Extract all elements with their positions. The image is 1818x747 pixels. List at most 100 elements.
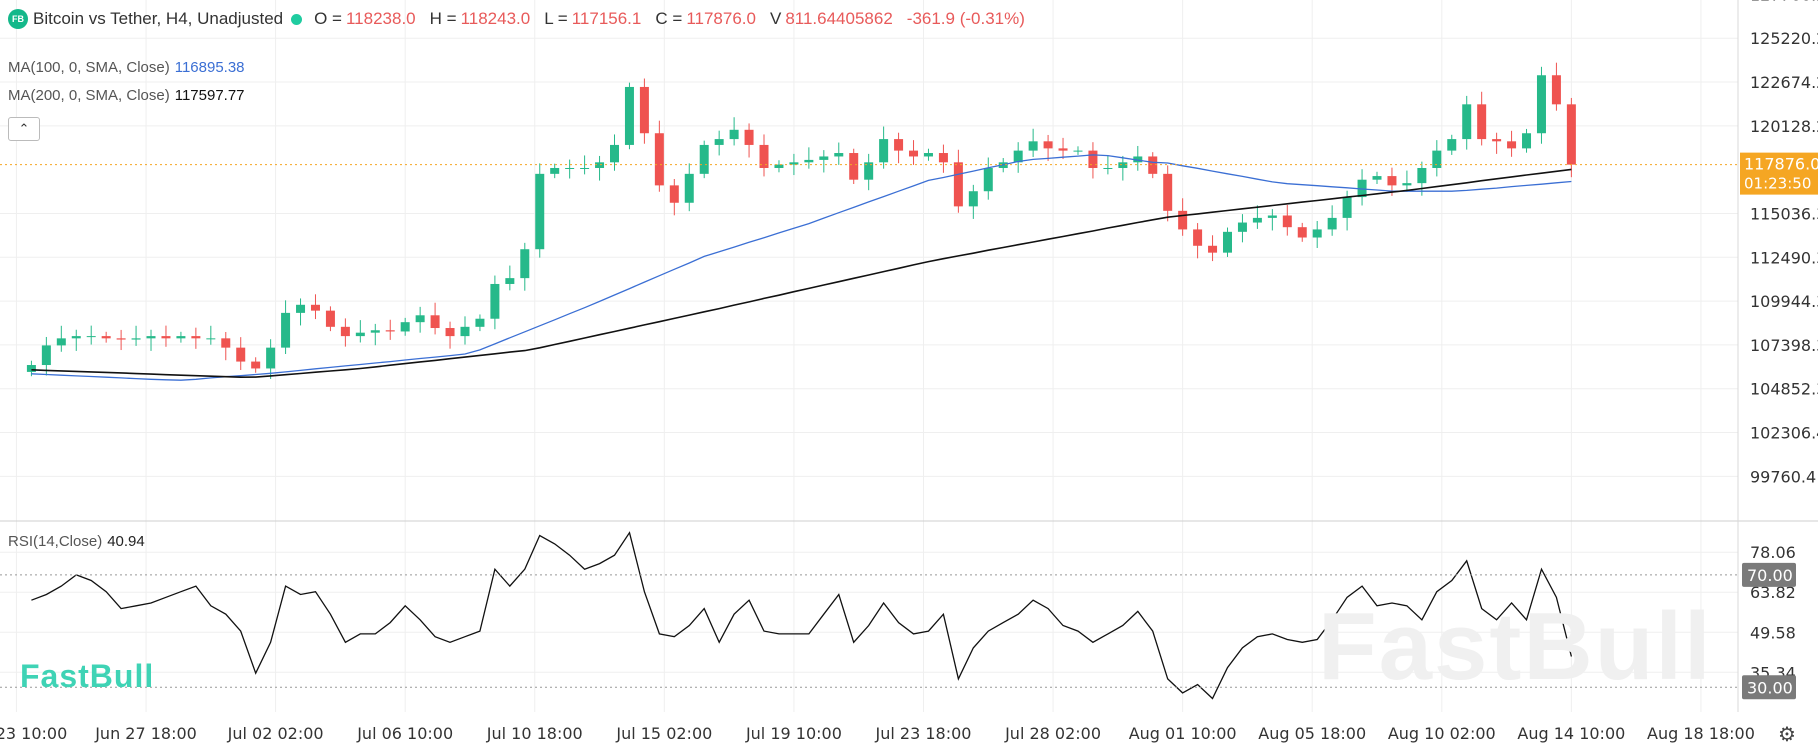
ma100-legend[interactable]: MA(100, 0, SMA, Close) 116895.38 — [8, 59, 245, 76]
candle-body — [86, 336, 96, 338]
candle-body — [475, 318, 485, 327]
gear-icon[interactable]: ⚙ — [1778, 724, 1796, 746]
rsi-level-badge — [1742, 562, 1796, 587]
candle-body — [191, 336, 201, 339]
candle-body — [774, 164, 784, 168]
candle-body — [714, 139, 724, 145]
candle-body — [1282, 215, 1292, 228]
candle-body — [744, 129, 754, 145]
candle-body — [1342, 197, 1352, 218]
candle-body — [1118, 162, 1128, 168]
ma200-line — [31, 168, 1572, 379]
candle-body — [1178, 210, 1188, 230]
price-tick-label: 104852.3 — [1750, 380, 1818, 399]
ma100-value: 116895.38 — [174, 59, 245, 76]
close-key: C = — [655, 9, 683, 28]
candle-body — [1551, 75, 1561, 105]
candle-body — [1222, 231, 1232, 253]
watermark: FastBull — [1318, 593, 1713, 700]
candle-body — [1462, 104, 1472, 140]
time-tick-label: Jun 23 10:00 — [0, 724, 67, 743]
market-status-dot — [291, 13, 303, 25]
time-tick-label: Aug 01 10:00 — [1129, 724, 1237, 743]
candle-body — [310, 304, 320, 311]
candle-body — [968, 191, 978, 207]
ma200-legend[interactable]: MA(200, 0, SMA, Close) 117597.77 — [8, 87, 245, 104]
candle-body — [535, 173, 545, 250]
candle-body — [909, 150, 919, 157]
candle-body — [370, 330, 380, 333]
candle-body — [400, 322, 410, 332]
symbol-title[interactable]: Bitcoin vs Tether, H4, Unadjusted — [33, 9, 284, 28]
price-tick-label: 112490.3 — [1750, 248, 1818, 267]
candle-body — [1402, 183, 1412, 186]
candle-body — [684, 173, 694, 203]
candle-body — [1237, 222, 1247, 232]
candle-body — [1252, 217, 1262, 223]
candle-body — [415, 315, 425, 323]
candle-body — [490, 283, 500, 319]
candle-body — [146, 336, 156, 339]
time-tick-label: Aug 05 18:00 — [1258, 724, 1366, 743]
candle-body — [1312, 229, 1322, 238]
rsi-tick-label: 78.06 — [1750, 543, 1796, 562]
ma100-label: MA(100, 0, SMA, Close) — [8, 59, 170, 76]
time-tick-label: Jul 10 18:00 — [486, 724, 583, 743]
price-tick-label: 122674.2 — [1750, 73, 1818, 92]
candle-body — [445, 328, 455, 337]
change-value: -361.9 (-0.31%) — [906, 9, 1025, 28]
price-tick-label: 120128.2 — [1750, 117, 1818, 136]
candle-body — [1088, 150, 1098, 168]
time-tick-label: Jul 28 02:00 — [1004, 724, 1101, 743]
candle-body — [1043, 141, 1053, 149]
candle-body — [41, 345, 51, 366]
candle-body — [1536, 75, 1546, 134]
time-tick-label: Jul 19 10:00 — [745, 724, 842, 743]
candle-body — [56, 338, 66, 346]
candle-body — [894, 139, 904, 151]
collapse-legend-button[interactable]: ⌃ — [8, 117, 40, 141]
ma100-line — [31, 154, 1572, 381]
rsi-tick-label: 63.82 — [1750, 583, 1796, 602]
candle-body — [864, 162, 874, 180]
candle-body — [595, 162, 605, 168]
candle-body — [1267, 215, 1277, 218]
time-tick-label: Aug 18 18:00 — [1647, 724, 1755, 743]
candle-body — [325, 310, 335, 327]
candle-body — [1148, 156, 1158, 174]
candle-body — [654, 133, 664, 186]
candle-body — [1013, 150, 1023, 163]
rsi-level-label: 30.00 — [1747, 678, 1793, 697]
candle-body — [266, 347, 276, 369]
time-tick-label: Jul 15 02:00 — [615, 724, 712, 743]
candle-body — [1432, 150, 1442, 168]
candle-body — [1058, 148, 1068, 151]
candle-body — [610, 144, 620, 163]
candle-body — [251, 361, 261, 369]
candle-body — [983, 167, 993, 192]
low-key: L = — [544, 9, 568, 28]
candle-body — [460, 326, 470, 337]
candle-body — [550, 167, 560, 174]
price-tick-label: 125220.2 — [1750, 29, 1818, 48]
candle-body — [565, 167, 575, 169]
low-value: 117156.1 — [571, 9, 642, 28]
candle-body — [505, 278, 515, 284]
candle-body — [296, 304, 306, 313]
candle-body — [759, 144, 769, 168]
time-tick-label: Jun 27 18:00 — [94, 724, 197, 743]
candle-body — [789, 162, 799, 165]
volume-key: V — [769, 9, 782, 28]
candle-body — [1297, 227, 1307, 238]
candle-body — [221, 338, 231, 348]
rsi-legend[interactable]: RSI(14,Close) 40.94 — [8, 533, 145, 550]
candle-body — [101, 336, 111, 339]
candle-body — [520, 249, 530, 279]
ma200-value: 117597.77 — [174, 87, 245, 104]
candle-body — [639, 86, 649, 134]
price-tick-label: 109944.3 — [1750, 292, 1818, 311]
price-tick-label: 115036.3 — [1750, 204, 1818, 223]
close-value: 117876.0 — [686, 9, 756, 28]
